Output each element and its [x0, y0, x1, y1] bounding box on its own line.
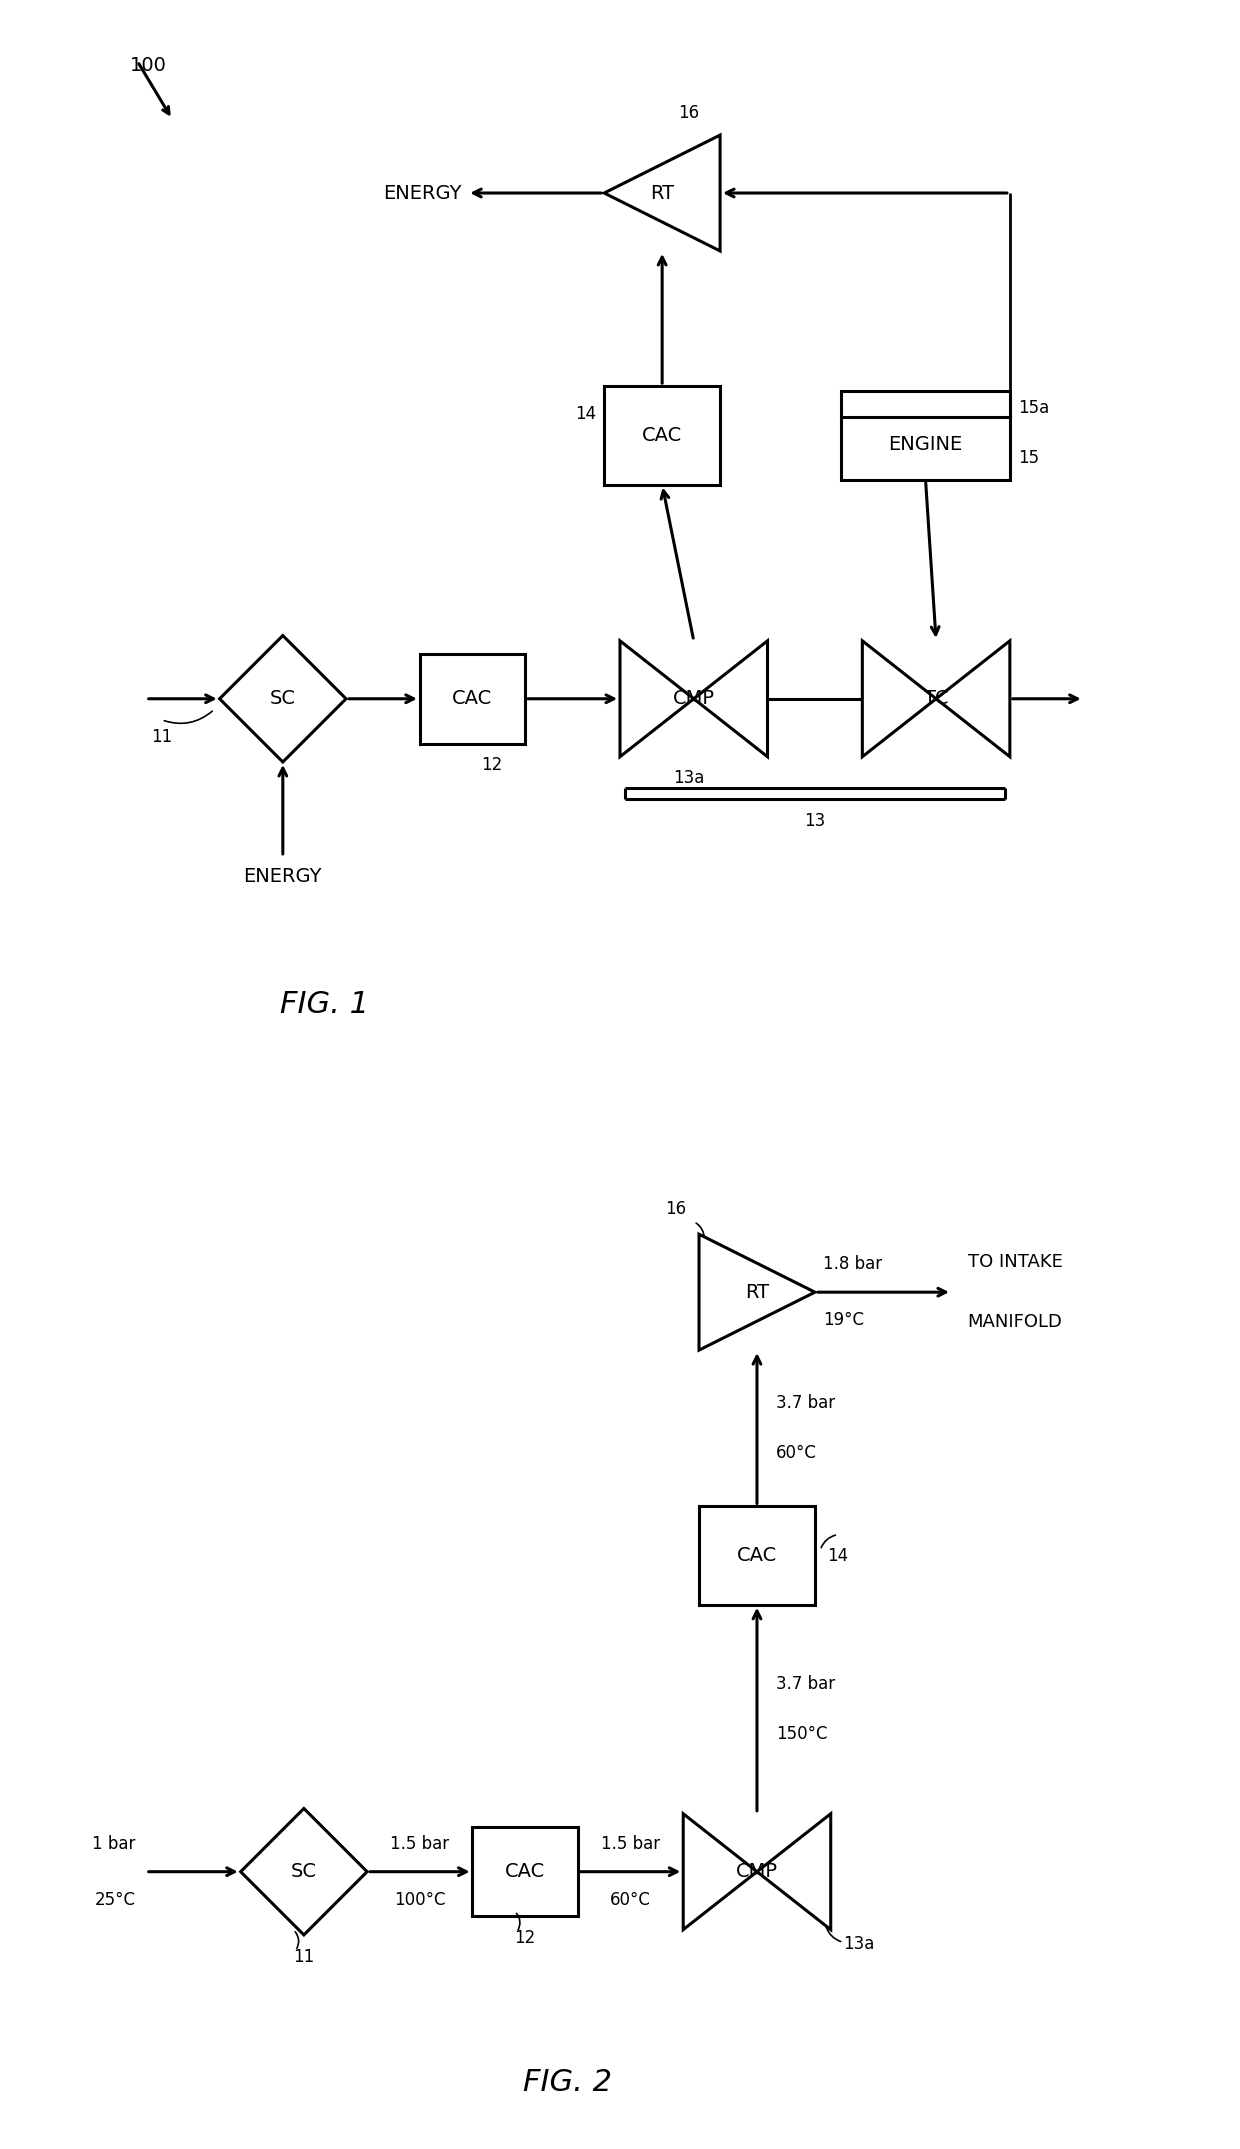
Text: TO INTAKE: TO INTAKE	[967, 1253, 1063, 1270]
Text: 13a: 13a	[843, 1934, 874, 1953]
Text: 1.5 bar: 1.5 bar	[391, 1835, 449, 1852]
Text: 1.8 bar: 1.8 bar	[823, 1255, 883, 1272]
Polygon shape	[756, 1814, 831, 1930]
Polygon shape	[620, 640, 693, 756]
Text: 16: 16	[678, 105, 699, 122]
Text: 60°C: 60°C	[776, 1444, 817, 1461]
Text: 14: 14	[827, 1547, 848, 1564]
Text: 3.7 bar: 3.7 bar	[776, 1395, 835, 1412]
Text: RT: RT	[745, 1283, 769, 1302]
Text: 15: 15	[1018, 449, 1039, 466]
Text: 100°C: 100°C	[394, 1891, 445, 1908]
FancyBboxPatch shape	[841, 391, 1009, 479]
Text: 60°C: 60°C	[610, 1891, 651, 1908]
Polygon shape	[862, 640, 936, 756]
Text: 1 bar: 1 bar	[92, 1835, 135, 1852]
FancyBboxPatch shape	[699, 1506, 815, 1605]
Polygon shape	[693, 640, 768, 756]
Text: ENERGY: ENERGY	[243, 868, 322, 885]
Polygon shape	[683, 1814, 756, 1930]
Text: FIG. 2: FIG. 2	[523, 2067, 611, 2097]
Text: CMP: CMP	[673, 690, 714, 709]
Text: 12: 12	[481, 756, 502, 774]
Text: 15a: 15a	[1018, 400, 1049, 417]
Text: FIG. 1: FIG. 1	[280, 991, 370, 1019]
Polygon shape	[241, 1809, 367, 1934]
Text: CAC: CAC	[453, 690, 492, 709]
FancyBboxPatch shape	[472, 1827, 578, 1917]
Text: 19°C: 19°C	[823, 1311, 864, 1328]
Text: 16: 16	[665, 1201, 687, 1218]
Text: 3.7 bar: 3.7 bar	[776, 1676, 835, 1693]
Text: 12: 12	[515, 1930, 536, 1947]
FancyBboxPatch shape	[604, 387, 720, 486]
Text: 11: 11	[294, 1947, 315, 1966]
Text: MANIFOLD: MANIFOLD	[967, 1313, 1063, 1330]
Text: CAC: CAC	[642, 426, 682, 445]
Text: 150°C: 150°C	[776, 1726, 827, 1743]
Polygon shape	[699, 1234, 815, 1350]
Text: CMP: CMP	[737, 1863, 777, 1880]
Text: CAC: CAC	[505, 1863, 546, 1880]
FancyBboxPatch shape	[420, 653, 526, 744]
Text: SC: SC	[270, 690, 296, 709]
Text: ENERGY: ENERGY	[383, 183, 463, 202]
Text: 25°C: 25°C	[94, 1891, 135, 1908]
Polygon shape	[604, 135, 720, 251]
Text: TC: TC	[924, 690, 949, 709]
Text: ENGINE: ENGINE	[888, 434, 962, 453]
Polygon shape	[936, 640, 1009, 756]
Text: 14: 14	[574, 406, 595, 423]
Text: SC: SC	[291, 1863, 317, 1880]
Text: 100: 100	[130, 56, 167, 75]
Text: CAC: CAC	[737, 1545, 777, 1564]
Text: 11: 11	[151, 729, 172, 746]
Polygon shape	[219, 636, 346, 763]
Text: 13a: 13a	[673, 769, 704, 787]
Text: 1.5 bar: 1.5 bar	[601, 1835, 660, 1852]
Text: RT: RT	[650, 183, 675, 202]
Text: 13: 13	[805, 812, 826, 830]
